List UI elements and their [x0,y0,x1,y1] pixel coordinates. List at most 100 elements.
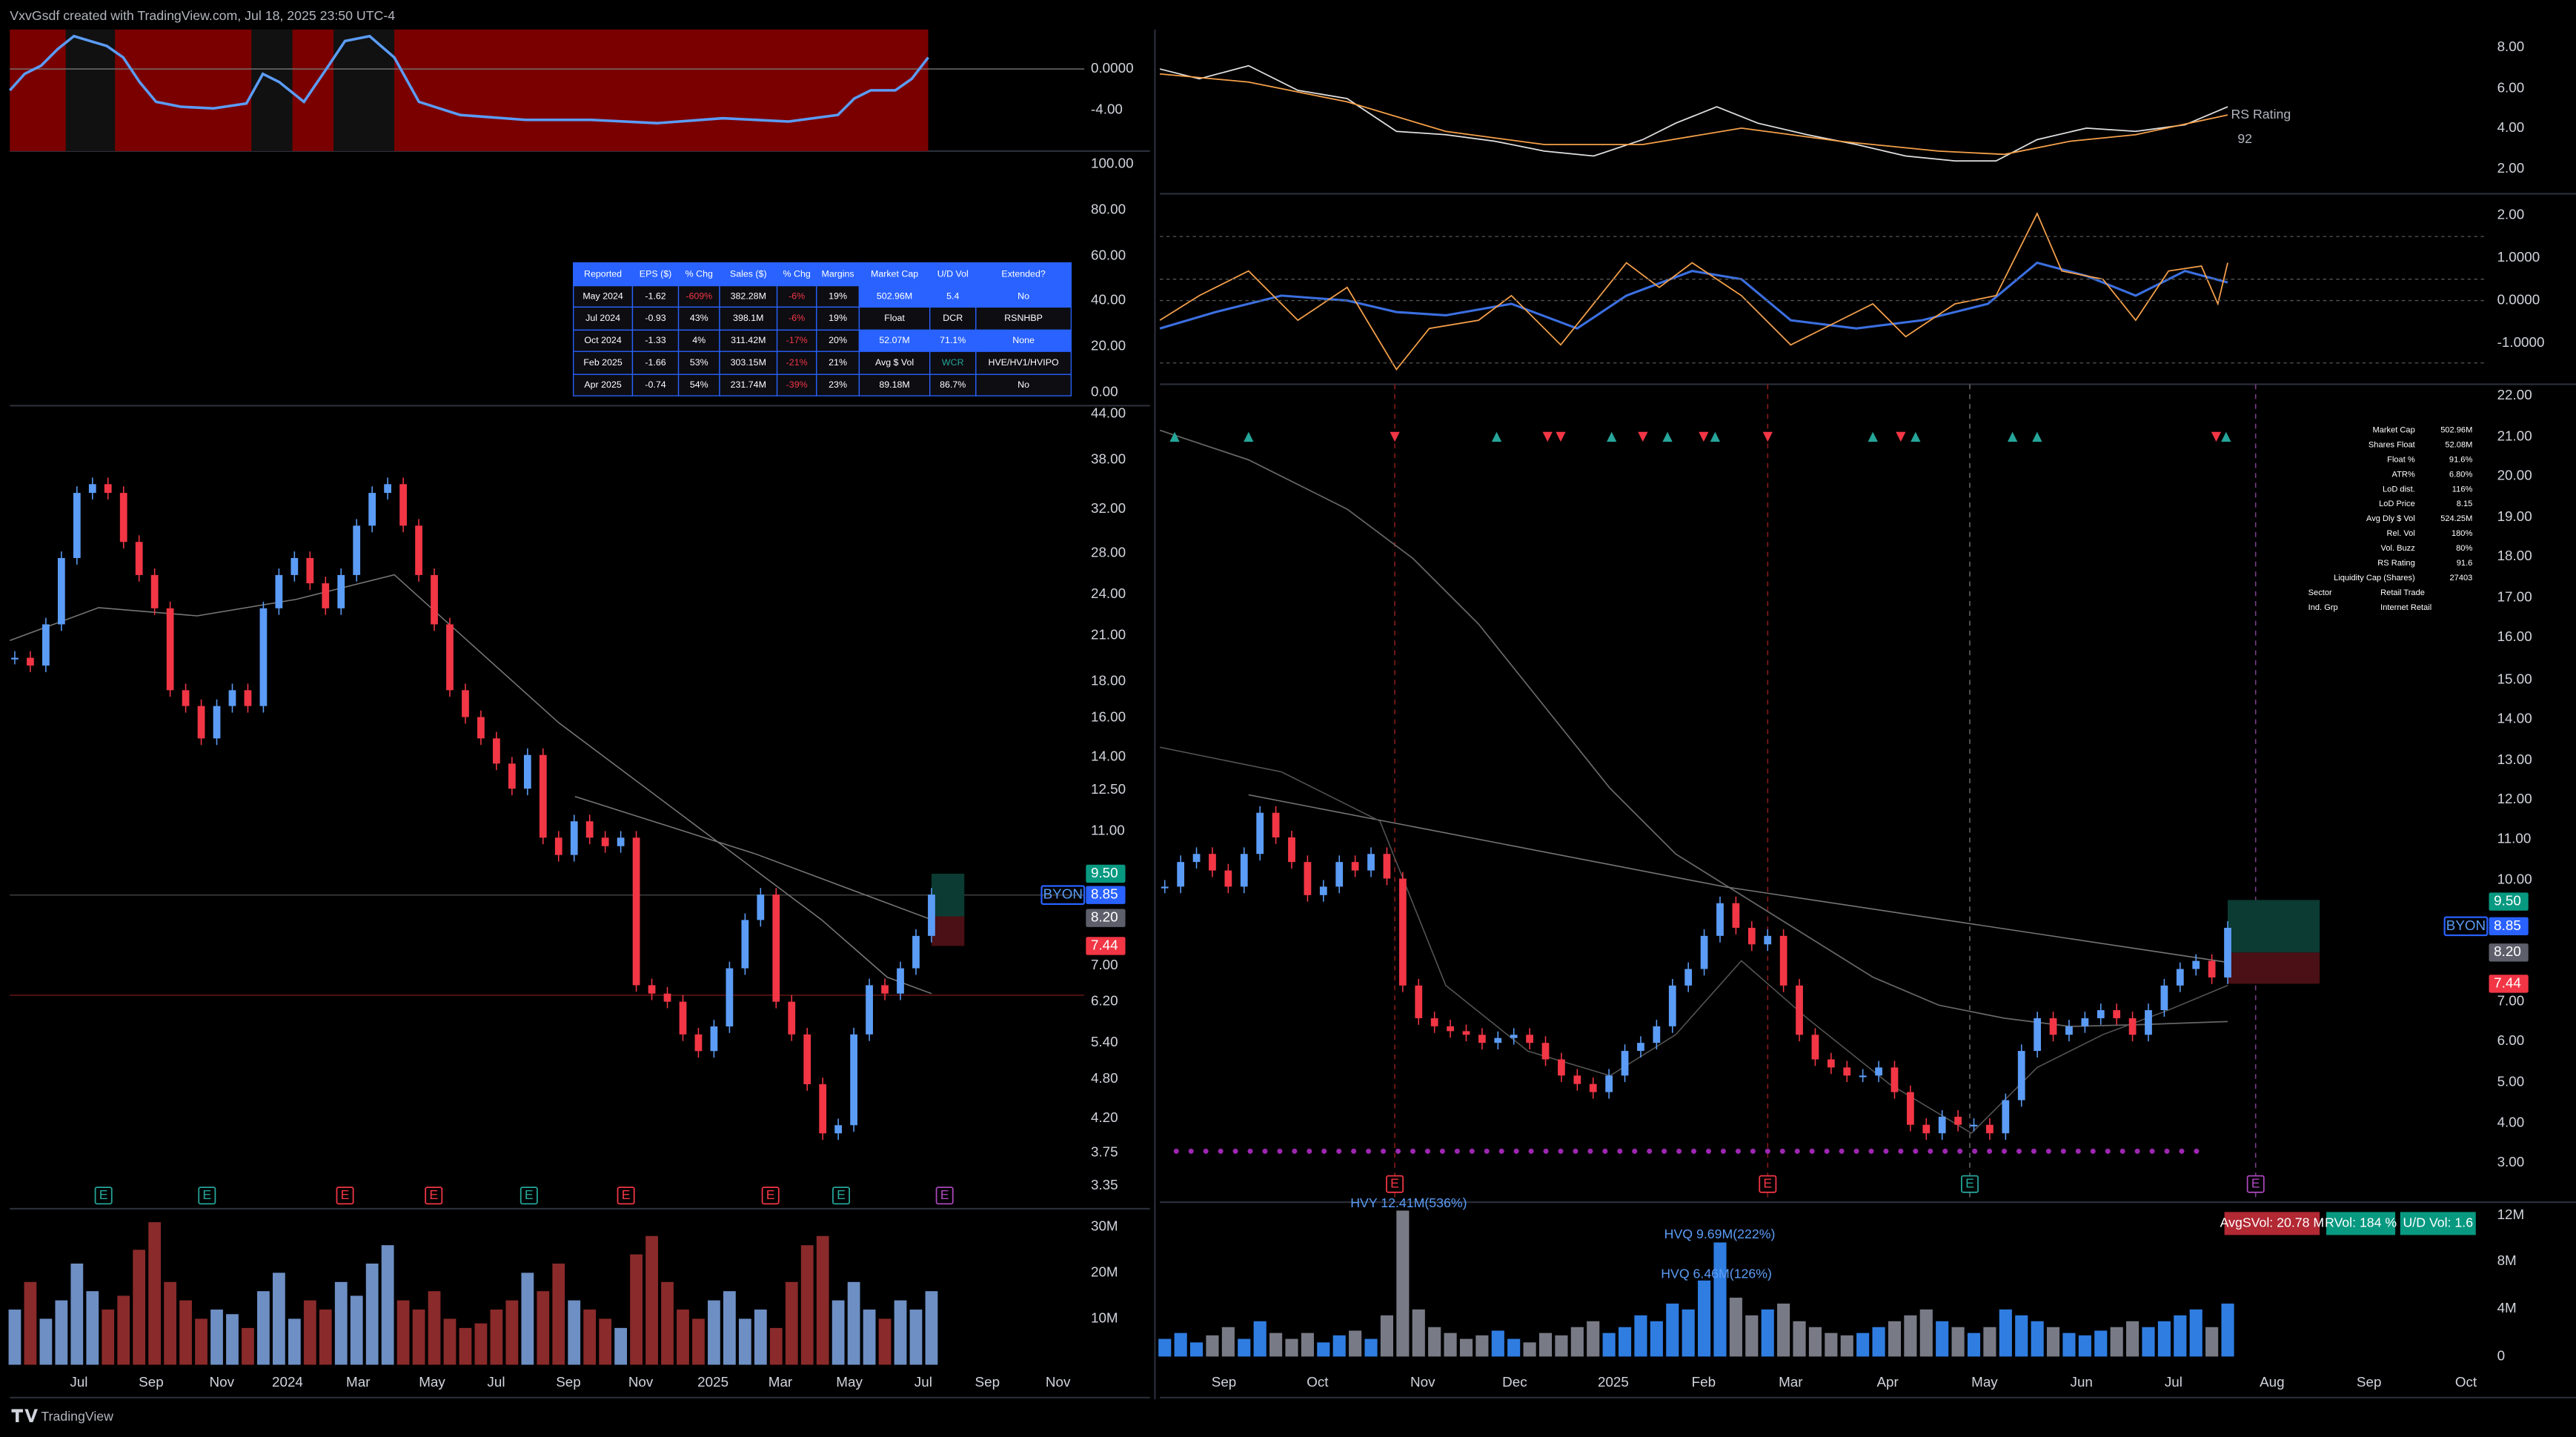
table-cell [631,351,680,375]
volume-bar [2205,1327,2219,1357]
table-text: Oct 2024 [584,335,621,345]
stat-label: Liquidity Cap (Shares) [2334,574,2415,583]
symbol-badge [2443,916,2489,937]
signal-dot [2105,1148,2111,1154]
volume-axis-label: 20M [1091,1264,1118,1279]
target-zone [2228,900,2320,953]
candle [663,993,671,1002]
rs-axis-label: 6.00 [2497,80,2525,96]
date-label: Oct [1307,1374,1329,1390]
candle [757,895,765,920]
signal-dot [1735,1148,1741,1154]
candle [259,608,268,706]
earnings-marker [761,1187,780,1205]
volume-bar [2062,1333,2076,1357]
volume-bar [1967,1333,1981,1357]
table-text: -1.66 [645,357,665,368]
stat-label: Shares Float [2368,440,2415,449]
earnings-lines [1394,384,2257,1203]
candle [508,763,516,789]
price-axis-label: 20.00 [2497,468,2532,483]
volume-bar [1174,1333,1187,1357]
earnings-label: E [1763,1175,1772,1190]
volume-bar [1253,1321,1267,1357]
signal-dot [1366,1148,1372,1154]
price-badge-text: 7.44 [1091,937,1118,952]
table-text: 382.28M [731,291,766,301]
table-cell [816,351,860,375]
volume-bar [2189,1309,2202,1357]
volume-bar [909,1310,923,1365]
stat-value: 80% [2456,544,2472,553]
earnings-label: E [202,1187,211,1202]
candle [1637,1043,1644,1052]
candle [1875,1067,1882,1076]
osc-band [333,29,395,151]
signal-dot [2119,1148,2125,1154]
signal-dot [1824,1148,1830,1154]
price-axis-label: 24.00 [1091,585,1126,601]
signal-triangle [1607,431,1617,442]
volume-bar [1634,1315,1647,1357]
table-text: -0.74 [645,379,665,390]
signal-dot [1928,1148,1933,1154]
volume-bar [1459,1338,1473,1357]
candle [2224,927,2231,978]
candle [1430,1018,1438,1026]
candle [2081,1018,2089,1026]
footer-text: TradingView [41,1409,113,1424]
volume-bar [1618,1327,1632,1357]
candle [135,542,143,575]
stat-label: Sector [2308,588,2332,597]
signal-dot [1218,1148,1224,1154]
volume-axis-label: 8M [2497,1252,2517,1268]
stat-label: LoD dist. [2383,485,2415,494]
table-cell [573,285,634,308]
volume-bar [381,1245,394,1365]
volume-bar [1650,1321,1663,1357]
candle [850,1034,857,1126]
table-text: 89.18M [879,379,909,390]
table-text: 23% [829,379,847,390]
earnings-label: E [1390,1175,1399,1190]
candle [446,624,454,691]
price-axis-label: 22.00 [2497,387,2532,402]
volume-bar [1777,1303,1790,1357]
stat-value: 8.15 [2457,500,2473,508]
volume-bar [210,1310,223,1365]
candle [585,821,594,838]
table-text: 54% [690,379,708,390]
volume-bar [1698,1280,1711,1357]
table-cell [573,306,634,331]
volume-bar [1936,1321,1949,1357]
volume-bar [568,1300,581,1365]
stat-value: Retail Trade [2380,588,2425,597]
signal-dot [2164,1148,2170,1154]
candle [1938,1116,1946,1134]
table-text: HVE/HV1/HVIPO [989,357,1060,368]
table-header: U/D Vol [937,268,969,279]
table-text: 4% [692,335,706,345]
pane-axis-label: 0.00 [1091,384,1118,399]
volume-bar [24,1281,37,1365]
signal-dot [2016,1148,2022,1154]
ma-50 [1159,746,2228,1135]
volume-bar [1793,1321,1806,1357]
volume-bar [1412,1309,1425,1357]
volume-bar [1523,1342,1536,1357]
candle [1367,854,1375,871]
volume-bar [1301,1333,1314,1357]
candle [2097,1010,2105,1018]
candle [244,690,252,706]
table-text: WCR [942,357,964,368]
candle [788,1001,796,1035]
price-badge [1086,864,1126,883]
candle [2176,969,2184,986]
volume-bar [769,1327,783,1365]
volume-axis-label: 10M [1091,1310,1118,1325]
signal-triangle [1911,431,1921,442]
signal-dot [1513,1148,1519,1154]
date-label: Jul [70,1374,87,1390]
candle [1510,1035,1518,1038]
